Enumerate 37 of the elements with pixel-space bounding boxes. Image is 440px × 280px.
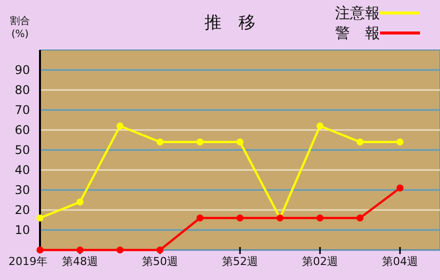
- y-tick-label: 70: [14, 103, 30, 117]
- point: [316, 122, 324, 130]
- point: [396, 184, 404, 192]
- chart-title: 推 移: [204, 13, 256, 33]
- legend-label: 注意報: [335, 4, 380, 22]
- point: [316, 214, 324, 222]
- y-tick-label: 60: [14, 123, 30, 137]
- x-tick-label: 2019年: [8, 255, 48, 268]
- x-tick-label: 第48週: [62, 255, 98, 268]
- x-tick-label: 第52週: [222, 255, 258, 268]
- y-tick-label: 90: [14, 63, 30, 77]
- point: [156, 246, 164, 254]
- point: [156, 138, 164, 146]
- y-tick-label: 20: [14, 203, 30, 217]
- y-tick-label: 50: [14, 143, 30, 157]
- x-tick-label: 第04週: [382, 255, 418, 268]
- point: [116, 246, 124, 254]
- point: [236, 214, 244, 222]
- point: [36, 214, 44, 222]
- point: [356, 138, 364, 146]
- point: [116, 122, 124, 130]
- point: [196, 214, 204, 222]
- point: [396, 138, 404, 146]
- point: [356, 214, 364, 222]
- y-tick-label: 40: [14, 163, 30, 177]
- point: [76, 198, 84, 206]
- x-tick-label: 第50週: [142, 255, 178, 268]
- point: [196, 138, 204, 146]
- x-tick-label: 第02週: [302, 255, 338, 268]
- point: [36, 246, 44, 254]
- point: [236, 138, 244, 146]
- y-tick-label: 10: [14, 223, 30, 237]
- legend-label: 警 報: [335, 24, 380, 42]
- y-axis-title: 割合 (%): [10, 15, 30, 40]
- y-tick-label: 80: [14, 83, 30, 97]
- point: [76, 246, 84, 254]
- y-tick-label: 30: [14, 183, 30, 197]
